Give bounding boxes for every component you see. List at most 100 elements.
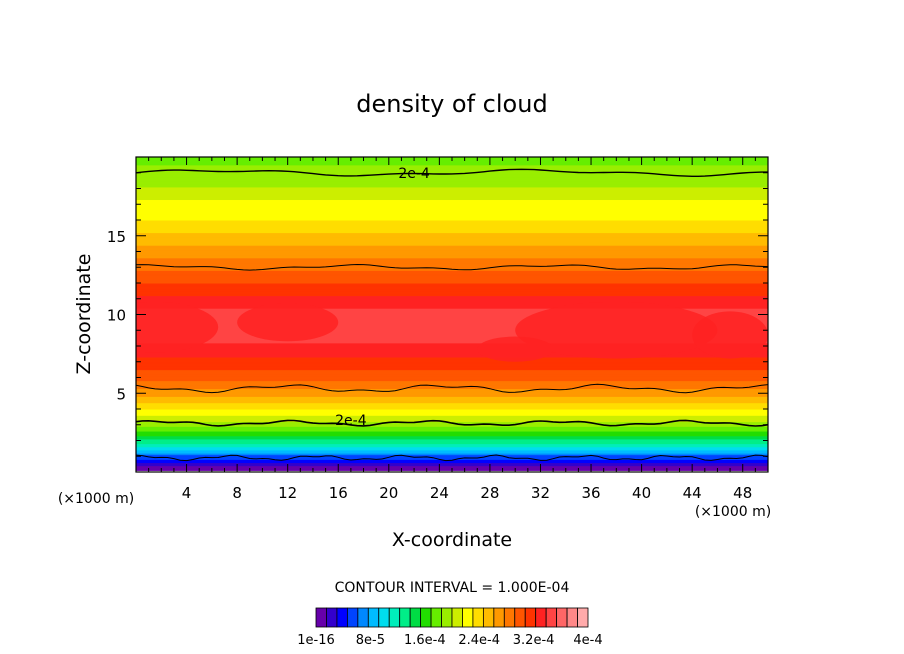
density-band bbox=[136, 362, 768, 366]
density-band bbox=[136, 205, 768, 208]
density-band bbox=[136, 413, 768, 416]
density-band bbox=[136, 162, 768, 166]
density-band bbox=[136, 251, 768, 254]
density-band bbox=[136, 326, 768, 330]
contour-label: 2e-4 bbox=[335, 413, 367, 429]
colorbar-swatch bbox=[462, 607, 474, 628]
density-band bbox=[136, 328, 768, 331]
density-band bbox=[136, 181, 768, 185]
density-band bbox=[136, 236, 768, 240]
density-band bbox=[136, 298, 768, 301]
density-band bbox=[136, 304, 768, 308]
density-band bbox=[136, 337, 768, 341]
density-band bbox=[136, 243, 768, 246]
density-band bbox=[136, 417, 768, 421]
y-axis-ticks: 5 10 15 bbox=[107, 172, 768, 457]
density-band bbox=[136, 173, 768, 177]
density-band bbox=[136, 161, 768, 164]
density-band bbox=[136, 200, 768, 204]
density-band bbox=[136, 364, 768, 367]
colorbar-swatch bbox=[326, 607, 338, 628]
colorbar-swatch bbox=[378, 607, 390, 628]
density-band bbox=[136, 282, 768, 286]
density-band bbox=[136, 309, 768, 312]
density-band bbox=[136, 208, 768, 212]
density-band bbox=[136, 192, 768, 196]
colorbar-swatch bbox=[388, 607, 401, 628]
density-core-blob bbox=[515, 301, 718, 359]
density-band bbox=[136, 312, 768, 315]
density-band bbox=[136, 432, 768, 435]
density-band bbox=[136, 202, 768, 205]
density-band bbox=[136, 347, 768, 350]
density-band bbox=[136, 354, 768, 358]
density-band bbox=[136, 405, 768, 408]
density-core-blob bbox=[237, 303, 339, 342]
density-band bbox=[136, 377, 768, 380]
density-band bbox=[136, 232, 768, 235]
density-band bbox=[136, 252, 768, 256]
colorbar bbox=[315, 607, 589, 628]
density-band bbox=[136, 373, 768, 377]
colorbar-label: 4e-4 bbox=[573, 633, 602, 648]
density-band bbox=[136, 447, 768, 451]
density-band bbox=[136, 227, 768, 230]
contour-line bbox=[136, 263, 768, 271]
x-tick-label: 44 bbox=[683, 484, 702, 502]
density-band bbox=[136, 353, 768, 356]
density-band bbox=[136, 462, 768, 465]
density-band bbox=[136, 422, 768, 426]
density-band bbox=[136, 194, 768, 197]
density-band bbox=[136, 299, 768, 303]
density-band bbox=[136, 217, 768, 221]
density-band bbox=[136, 365, 768, 369]
density-band bbox=[136, 395, 768, 399]
density-band bbox=[136, 329, 768, 333]
density-band bbox=[136, 295, 768, 298]
density-band bbox=[136, 244, 768, 248]
density-band bbox=[136, 296, 768, 300]
density-band bbox=[136, 183, 768, 186]
density-band bbox=[136, 358, 768, 361]
density-band bbox=[136, 301, 768, 304]
y-unit-label: (×1000 m) bbox=[58, 491, 134, 507]
density-band bbox=[136, 216, 768, 219]
density-band bbox=[136, 288, 768, 292]
density-band bbox=[136, 175, 768, 178]
density-band bbox=[136, 277, 768, 281]
density-band bbox=[136, 210, 768, 213]
colorbar-swatch bbox=[430, 607, 442, 628]
density-band bbox=[136, 170, 768, 174]
density-band bbox=[136, 238, 768, 241]
density-band bbox=[136, 331, 768, 334]
x-tick-label: 24 bbox=[430, 484, 449, 502]
density-band bbox=[136, 403, 768, 407]
density-band bbox=[136, 452, 768, 456]
density-band bbox=[136, 164, 768, 167]
contour-lines bbox=[136, 168, 768, 462]
density-band bbox=[136, 206, 768, 210]
x-tick-label: 20 bbox=[379, 484, 398, 502]
density-band bbox=[136, 293, 768, 297]
density-band bbox=[136, 389, 768, 393]
colorbar-swatch bbox=[524, 607, 537, 628]
contour-interval-label: CONTOUR INTERVAL = 1.000E-04 bbox=[335, 580, 570, 596]
density-band bbox=[136, 235, 768, 238]
density-band bbox=[136, 425, 768, 429]
density-band bbox=[136, 457, 768, 460]
y-axis-label: Z-coordinate bbox=[73, 254, 95, 375]
density-band bbox=[136, 239, 768, 243]
chart-title: density of cloud bbox=[356, 90, 547, 118]
density-band bbox=[136, 451, 768, 454]
colorbar-swatch bbox=[336, 607, 348, 628]
colorbar-swatch bbox=[420, 607, 432, 628]
colorbar-swatch bbox=[441, 607, 453, 628]
density-band bbox=[136, 441, 768, 445]
density-band bbox=[136, 384, 768, 388]
density-band bbox=[136, 199, 768, 202]
density-band bbox=[136, 262, 768, 265]
density-band bbox=[136, 350, 768, 353]
density-band bbox=[136, 408, 768, 412]
density-band bbox=[136, 241, 768, 245]
density-band bbox=[136, 306, 768, 309]
